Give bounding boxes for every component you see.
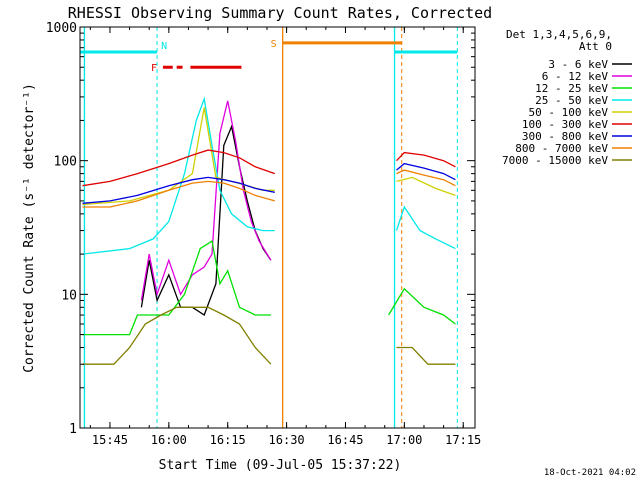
x-tick-label: 16:30	[269, 433, 305, 447]
plot-area: NF S	[80, 27, 458, 428]
series-line-6	[396, 151, 456, 168]
x-tick-label: 17:00	[386, 433, 422, 447]
x-tick-label: 16:15	[210, 433, 246, 447]
series-line-8	[396, 169, 456, 187]
y-tick-label: 100	[54, 155, 77, 170]
y-axis-label: Corrected Count Rate (s⁻¹ detector⁻¹)	[22, 83, 37, 373]
plot-frame	[79, 26, 476, 429]
flare-label: F	[151, 63, 157, 74]
chart-title: RHESSI Observing Summary Count Rates, Co…	[68, 4, 492, 22]
series-line-3	[388, 287, 456, 325]
series-line-2	[140, 100, 272, 301]
series-line-4	[82, 96, 275, 255]
series-line-3	[82, 240, 271, 336]
legend-header: Att 0	[579, 40, 612, 53]
timestamp: 18-Oct-2021 04:02	[544, 468, 636, 478]
legend-label: 6 - 12 keV	[542, 70, 609, 83]
x-axis-label: Start Time (09-Jul-05 15:37:22)	[159, 458, 402, 473]
x-axis: 15:45 16:00 16:15 16:30 16:45 17:00 17:15	[89, 27, 481, 447]
legend-label: 12 - 25 keV	[535, 82, 608, 95]
legend-header: Det 1,3,4,5,6,9,	[506, 28, 612, 41]
legend-label: 50 - 100 keV	[529, 106, 609, 119]
y-tick-label: 10	[61, 288, 77, 303]
legend-label: 300 - 800 keV	[522, 130, 608, 143]
series-line-9	[396, 346, 456, 365]
y-axis: 1 10 100 1000	[46, 21, 475, 437]
series-line-4	[395, 205, 456, 250]
series-line-7	[396, 162, 456, 181]
legend-label: 7000 - 15000 keV	[502, 154, 608, 167]
series-line-8	[82, 180, 275, 208]
legend-label: 100 - 300 keV	[522, 118, 608, 131]
saa-label: S	[271, 39, 277, 50]
legend-label: 25 - 50 keV	[535, 94, 608, 107]
x-tick-label: 15:45	[92, 433, 128, 447]
x-tick-label: 16:00	[151, 433, 187, 447]
y-tick-label: 1	[69, 422, 77, 437]
y-tick-label: 1000	[46, 21, 77, 36]
series-line-5	[396, 176, 456, 197]
x-tick-label: 16:45	[327, 433, 363, 447]
series-line-7	[82, 176, 275, 204]
x-tick-label: 17:15	[445, 433, 481, 447]
series-line-1	[140, 124, 272, 316]
night-label: N	[161, 41, 167, 52]
series-line-6	[82, 149, 276, 187]
legend-label: 3 - 6 keV	[548, 58, 608, 71]
series-line-9	[82, 306, 272, 365]
legend-label: 800 - 7000 keV	[515, 142, 608, 155]
